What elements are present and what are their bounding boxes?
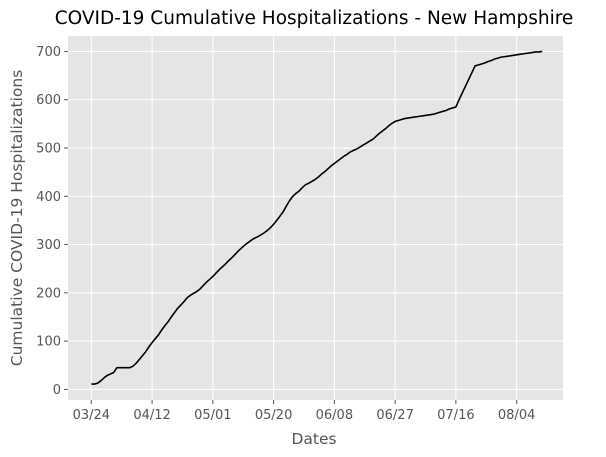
x-tick-label: 06/27 [376, 408, 413, 423]
x-tick-label: 04/12 [133, 408, 170, 423]
y-axis-label: Cumulative COVID-19 Hospitalizations [8, 70, 26, 366]
x-axis-label: Dates [291, 430, 336, 448]
y-tick-label: 600 [36, 93, 61, 108]
y-tick-label: 200 [36, 286, 61, 301]
y-tick-label: 300 [36, 238, 61, 253]
x-tick-labels: 03/24 04/12 05/01 05/20 06/08 06/27 07/16 08/04 [73, 400, 535, 423]
series-layer [91, 50, 543, 385]
y-tick-label: 700 [36, 45, 61, 60]
grid-lines [68, 36, 563, 400]
x-tick-label: 07/16 [437, 408, 474, 423]
x-tick-label: 06/08 [316, 408, 353, 423]
x-tick-label: 05/20 [255, 408, 292, 423]
plot-background [68, 36, 563, 400]
y-tick-label: 0 [53, 383, 61, 398]
x-tick-label: 05/01 [194, 408, 231, 423]
chart-title: COVID-19 Cumulative Hospitalizations - N… [55, 8, 574, 29]
y-tick-label: 400 [36, 190, 61, 205]
x-tick-label: 03/24 [73, 408, 110, 423]
y-tick-label: 500 [36, 142, 61, 157]
series-line [91, 50, 543, 385]
y-tick-labels: 0 100 200 300 400 500 600 700 [36, 45, 68, 398]
x-tick-label: 08/04 [498, 408, 535, 423]
y-tick-label: 100 [36, 335, 61, 350]
